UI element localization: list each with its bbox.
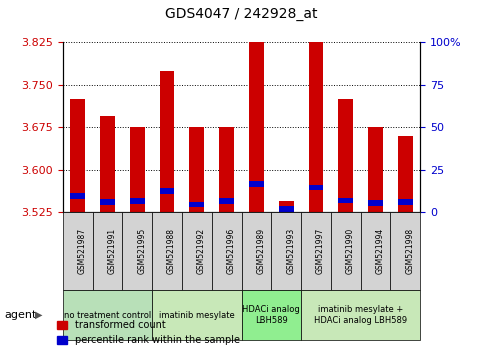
Bar <box>309 185 324 190</box>
Bar <box>219 127 234 212</box>
Text: GSM521998: GSM521998 <box>405 228 414 274</box>
Text: GSM521989: GSM521989 <box>256 228 265 274</box>
Text: GSM521996: GSM521996 <box>227 228 236 274</box>
Bar <box>159 188 174 194</box>
Bar <box>249 42 264 212</box>
Bar <box>368 127 383 212</box>
Bar <box>159 71 174 212</box>
Legend: transformed count, percentile rank within the sample: transformed count, percentile rank withi… <box>53 316 243 349</box>
Bar <box>249 181 264 187</box>
Bar <box>338 99 353 212</box>
Text: ▶: ▶ <box>35 310 43 320</box>
Bar <box>279 201 294 212</box>
Bar <box>279 206 294 212</box>
Text: GSM521993: GSM521993 <box>286 228 295 274</box>
Bar <box>130 127 145 212</box>
Bar <box>100 116 115 212</box>
Bar <box>368 200 383 206</box>
Bar <box>130 198 145 204</box>
Text: imatinib mesylate: imatinib mesylate <box>159 310 235 320</box>
Bar <box>189 127 204 212</box>
Bar <box>398 199 413 205</box>
Bar <box>189 202 204 207</box>
Text: GSM521987: GSM521987 <box>78 228 86 274</box>
Bar <box>70 193 85 199</box>
Bar <box>309 42 324 212</box>
Text: GSM521994: GSM521994 <box>376 228 384 274</box>
Bar <box>398 136 413 212</box>
Bar <box>338 198 353 203</box>
Text: GSM521990: GSM521990 <box>346 228 355 274</box>
Text: HDACi analog
LBH589: HDACi analog LBH589 <box>242 306 300 325</box>
Text: agent: agent <box>5 310 37 320</box>
Text: imatinib mesylate +
HDACi analog LBH589: imatinib mesylate + HDACi analog LBH589 <box>314 306 407 325</box>
Bar <box>219 198 234 204</box>
Text: GSM521995: GSM521995 <box>137 228 146 274</box>
Bar <box>100 199 115 205</box>
Text: GSM521992: GSM521992 <box>197 228 206 274</box>
Text: GDS4047 / 242928_at: GDS4047 / 242928_at <box>165 7 318 21</box>
Bar <box>70 99 85 212</box>
Text: no treatment control: no treatment control <box>64 310 151 320</box>
Text: GSM521997: GSM521997 <box>316 228 325 274</box>
Text: GSM521991: GSM521991 <box>108 228 116 274</box>
Text: GSM521988: GSM521988 <box>167 228 176 274</box>
